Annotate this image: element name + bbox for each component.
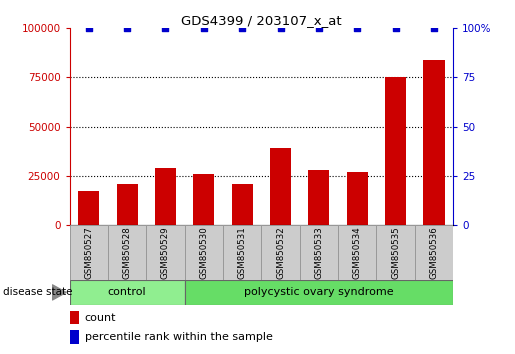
Bar — [338, 225, 376, 280]
Bar — [415, 225, 453, 280]
Bar — [385, 78, 406, 225]
Text: percentile rank within the sample: percentile rank within the sample — [85, 332, 273, 342]
Text: GSM850534: GSM850534 — [353, 227, 362, 279]
Point — [277, 25, 285, 31]
Bar — [308, 170, 330, 225]
Text: GSM850536: GSM850536 — [430, 227, 438, 279]
Text: control: control — [108, 287, 146, 297]
Text: count: count — [85, 313, 116, 323]
Bar — [70, 280, 184, 305]
Bar — [78, 192, 99, 225]
Text: GSM850532: GSM850532 — [276, 227, 285, 279]
Polygon shape — [53, 285, 66, 300]
Bar — [70, 311, 79, 324]
Bar — [270, 148, 291, 225]
Point — [391, 25, 400, 31]
Point — [315, 25, 323, 31]
Text: GSM850535: GSM850535 — [391, 227, 400, 279]
Bar — [193, 174, 214, 225]
Title: GDS4399 / 203107_x_at: GDS4399 / 203107_x_at — [181, 14, 341, 27]
Bar — [300, 225, 338, 280]
Bar — [116, 183, 138, 225]
Bar — [70, 330, 79, 344]
Point — [430, 25, 438, 31]
Point — [353, 25, 362, 31]
Bar — [70, 225, 108, 280]
Text: GSM850533: GSM850533 — [315, 227, 323, 279]
Bar — [223, 225, 261, 280]
Bar — [146, 225, 184, 280]
Point — [161, 25, 169, 31]
Text: polycystic ovary syndrome: polycystic ovary syndrome — [244, 287, 394, 297]
Bar — [347, 172, 368, 225]
Text: GSM850528: GSM850528 — [123, 227, 131, 279]
Point — [200, 25, 208, 31]
Text: GSM850529: GSM850529 — [161, 227, 170, 279]
Bar — [184, 280, 453, 305]
Bar — [184, 225, 223, 280]
Point — [123, 25, 131, 31]
Text: GSM850531: GSM850531 — [238, 227, 247, 279]
Text: GSM850530: GSM850530 — [199, 227, 208, 279]
Bar — [108, 225, 146, 280]
Text: disease state: disease state — [3, 287, 72, 297]
Point — [84, 25, 93, 31]
Bar — [155, 168, 176, 225]
Bar — [423, 60, 444, 225]
Bar — [376, 225, 415, 280]
Bar — [232, 183, 253, 225]
Text: GSM850527: GSM850527 — [84, 227, 93, 279]
Point — [238, 25, 246, 31]
Bar — [261, 225, 300, 280]
